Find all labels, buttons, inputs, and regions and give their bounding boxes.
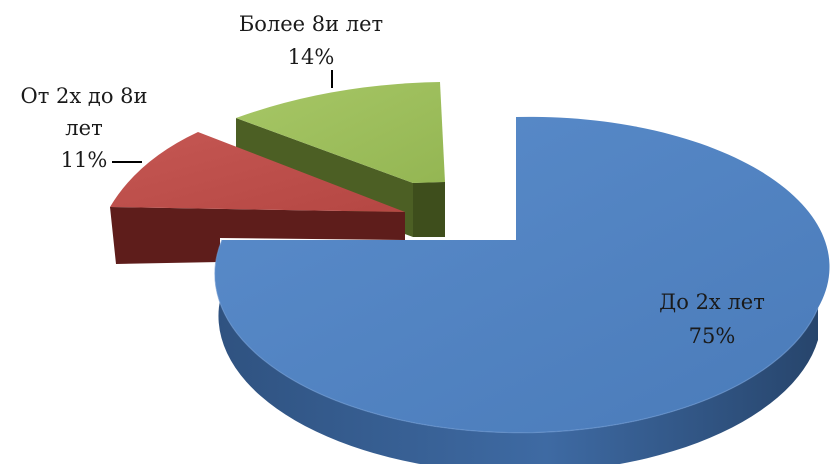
pie-slice-2-to-8-years: [110, 132, 405, 264]
value-up-to-2-years: 75%: [689, 324, 736, 348]
slice-top: [214, 116, 830, 433]
slice-side: [110, 207, 405, 264]
slice-top: [236, 82, 445, 183]
value-2-to-8-years: 11%: [61, 148, 108, 172]
slice-side: [413, 182, 445, 237]
slice-side: [236, 118, 445, 237]
label-2-to-8-years-line2: лет: [65, 116, 102, 140]
label-up-to-2-years: До 2х лет: [659, 290, 765, 314]
pie-slice-more-than-8-years: [236, 82, 445, 237]
slice-edge: [214, 239, 819, 434]
slice-top: [110, 132, 405, 212]
pie-slice-up-to-2-years: [214, 116, 830, 464]
label-more-than-8-years: Более 8и лет: [239, 12, 383, 36]
label-2-to-8-years-line1: От 2х до 8и: [21, 84, 148, 108]
value-more-than-8-years: 14%: [288, 45, 335, 69]
